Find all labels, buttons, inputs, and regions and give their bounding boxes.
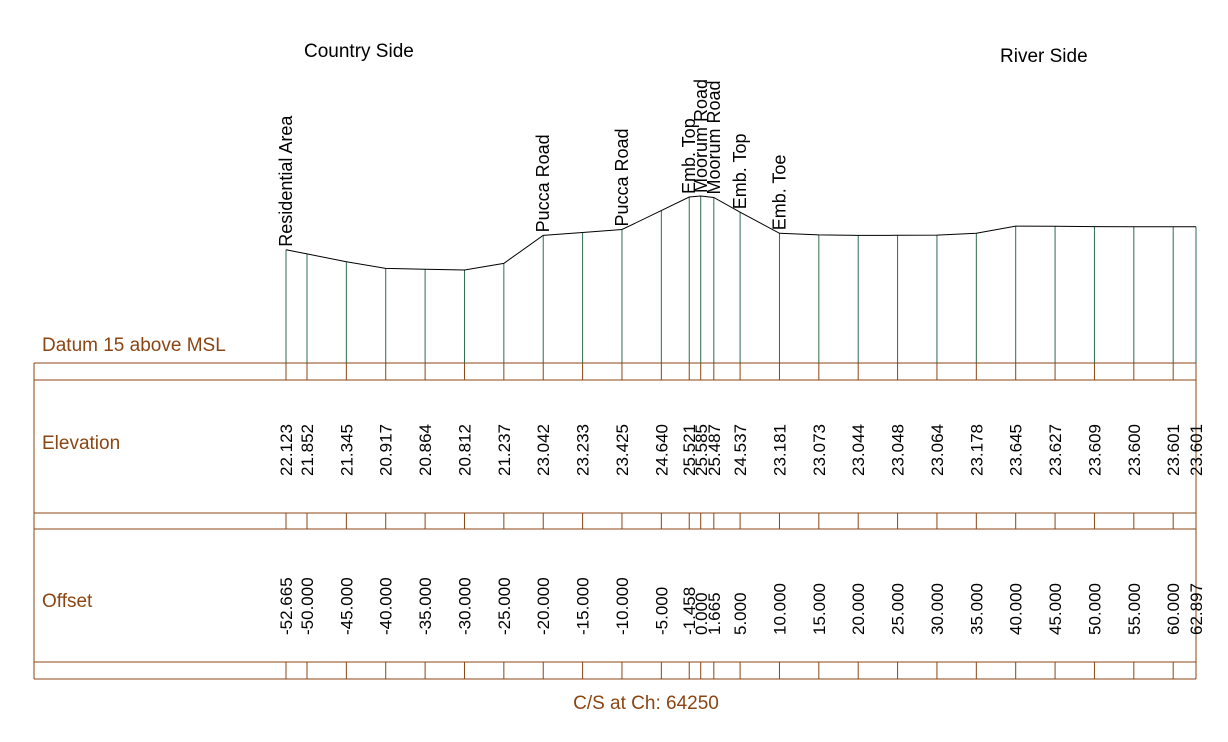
elevation-value: 23.178: [967, 424, 986, 476]
elevation-value: 21.345: [337, 424, 356, 476]
offset-value: -1.458: [680, 587, 699, 635]
elevation-value: 21.852: [298, 424, 317, 476]
elevation-value: 24.537: [731, 424, 750, 476]
feature-labels: Residential Area Pucca Road Pucca Road Emb.…: [276, 79, 789, 247]
elevation-value: 23.645: [1007, 424, 1026, 476]
feature-label: Emb. Top: [730, 133, 750, 209]
elevation-value: 23.181: [770, 424, 789, 476]
offset-value: 50.000: [1085, 583, 1104, 635]
elevation-value: 23.609: [1085, 424, 1104, 476]
feature-label: Moorum Road: [704, 80, 724, 194]
offset-value: 15.000: [810, 583, 829, 635]
elevation-value: 21.237: [495, 424, 514, 476]
elevation-value: 23.073: [810, 424, 829, 476]
elevation-value: 22.123: [277, 424, 296, 476]
elevation-value: 23.064: [928, 424, 947, 476]
offset-value: 40.000: [1007, 583, 1026, 635]
offset-value: -40.000: [377, 577, 396, 635]
offset-value: -5.000: [652, 587, 671, 635]
elevation-value: 23.425: [613, 424, 632, 476]
offset-value: 0.000: [692, 592, 711, 635]
elevation-value: 23.600: [1125, 424, 1144, 476]
offset-value: 62.897: [1187, 583, 1206, 635]
offset-value: -35.000: [416, 577, 435, 635]
elevation-value: 23.044: [849, 424, 868, 476]
offset-value: 30.000: [928, 583, 947, 635]
feature-label: Emb. Top: [679, 118, 699, 194]
elevation-value: 24.640: [652, 424, 671, 476]
offset-value: 25.000: [889, 583, 908, 635]
feature-label: Residential Area: [276, 115, 296, 247]
chainage-caption: C/S at Ch: 64250: [573, 693, 719, 714]
offset-row-label: Offset: [42, 591, 93, 612]
elevation-value: 23.042: [534, 424, 553, 476]
elevation-value: 23.048: [889, 424, 908, 476]
feature-label: Emb. Toe: [769, 155, 789, 231]
offset-value: 55.000: [1125, 583, 1144, 635]
elevation-value: 25.585: [692, 424, 711, 476]
elevation-value: 23.627: [1046, 424, 1065, 476]
offset-values: -52.665 -50.000 -45.000 -40.000 -35.000 -30.0…: [277, 577, 1206, 635]
offset-value: -15.000: [574, 577, 593, 635]
elevation-value: 25.487: [705, 424, 724, 476]
offset-value: -10.000: [613, 577, 632, 635]
offset-value: -45.000: [337, 577, 356, 635]
datum-label: Datum 15 above MSL: [42, 335, 226, 356]
elevation-value: 23.601: [1164, 424, 1183, 476]
offset-value: 10.000: [770, 583, 789, 635]
feature-label: Pucca Road: [612, 128, 632, 226]
elevation-row-label: Elevation: [42, 433, 120, 454]
offset-value: 60.000: [1164, 583, 1183, 635]
station-verticals: [285, 196, 1197, 363]
elevation-values: 22.123 21.852 21.345 20.917 20.864 20.812 21.2…: [277, 424, 1206, 476]
offset-value: -20.000: [534, 577, 553, 635]
offset-value: -25.000: [495, 577, 514, 635]
offset-value: -50.000: [298, 577, 317, 635]
elevation-value: 23.233: [574, 424, 593, 476]
ground-profile-line: [285, 195, 1196, 271]
offset-value: -30.000: [455, 577, 474, 635]
offset-value: 1.665: [705, 592, 724, 635]
feature-label: Moorum Road: [691, 79, 711, 193]
offset-value: 45.000: [1046, 583, 1065, 635]
offset-value: 20.000: [849, 583, 868, 635]
offset-value: 35.000: [967, 583, 986, 635]
country-side-label: Country Side: [304, 41, 414, 62]
elevation-value: 23.601: [1187, 424, 1206, 476]
offset-value: 5.000: [731, 592, 750, 635]
elevation-value: 20.812: [455, 424, 474, 476]
table-ticks: [285, 363, 1197, 679]
data-table-frame: [33, 362, 1197, 680]
elevation-value: 20.864: [416, 424, 435, 476]
river-side-label: River Side: [1000, 46, 1088, 67]
offset-value: -52.665: [277, 577, 296, 635]
feature-label: Pucca Road: [533, 134, 553, 232]
elevation-value: 25.521: [680, 424, 699, 476]
elevation-value: 20.917: [377, 424, 396, 476]
